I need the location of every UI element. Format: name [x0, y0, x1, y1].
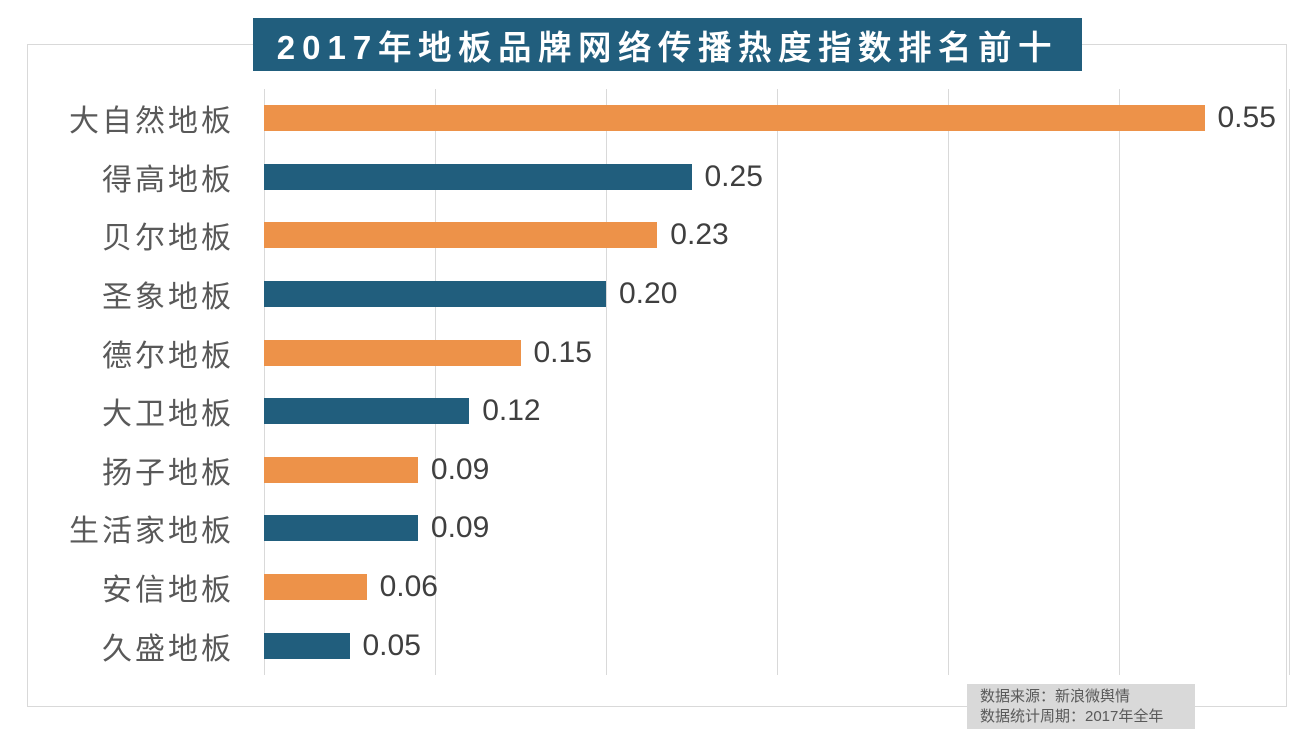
bar-area: 0.06	[264, 570, 1290, 604]
bar-area: 0.55	[264, 101, 1290, 135]
bar	[264, 163, 692, 190]
value-label: 0.12	[482, 394, 541, 428]
source-note-line: 数据来源：新浪微舆情	[980, 688, 1131, 705]
gridline	[1289, 89, 1290, 675]
value-label: 0.06	[379, 570, 438, 604]
bar	[264, 281, 606, 308]
bar-row: 大卫地板 0.12	[0, 382, 1314, 441]
bar	[264, 632, 350, 659]
gridline	[605, 89, 607, 675]
category-label: 生活家地板	[69, 515, 234, 549]
bar-area: 0.09	[264, 511, 1290, 545]
category-label: 扬子地板	[102, 456, 234, 490]
bar	[264, 339, 521, 366]
value-label: 0.25	[704, 159, 763, 193]
bar-row: 生活家地板 0.09	[0, 499, 1314, 558]
bar-area: 0.23	[264, 218, 1290, 252]
gridline	[777, 89, 778, 675]
category-label: 安信地板	[102, 574, 234, 608]
value-label: 0.09	[430, 511, 490, 545]
value-label: 0.55	[1217, 101, 1276, 135]
bar-row: 圣象地板 0.20	[0, 265, 1314, 324]
bar-row: 德尔地板 0.15	[0, 323, 1314, 382]
bar-row: 大自然地板 0.55	[0, 89, 1314, 148]
category-label: 大自然地板	[69, 105, 234, 139]
bar-row: 扬子地板 0.09	[0, 441, 1314, 500]
gridline	[264, 89, 265, 675]
gridline	[1119, 89, 1120, 675]
chart-title: 2017年地板品牌网络传播热度指数排名前十	[253, 18, 1082, 71]
value-label: 0.23	[670, 218, 729, 252]
gridline	[434, 89, 436, 675]
bar	[264, 515, 418, 542]
category-label: 圣象地板	[102, 281, 234, 315]
value-label: 0.05	[362, 628, 421, 662]
bar-area: 0.05	[264, 629, 1290, 663]
bar	[264, 398, 470, 425]
bar-row: 得高地板 0.25	[0, 148, 1314, 207]
bar-row: 贝尔地板 0.23	[0, 206, 1314, 265]
category-label: 得高地板	[102, 163, 234, 197]
bar-area: 0.12	[264, 394, 1290, 428]
bar	[264, 574, 367, 601]
bar	[264, 105, 1205, 132]
bar-rows: 大自然地板 0.55 得高地板 0.25 贝尔地板 0.23 圣象地板 0.20…	[0, 89, 1314, 675]
value-label: 0.20	[619, 277, 678, 311]
bar-area: 0.09	[264, 453, 1290, 487]
period-note-line: 数据统计周期：2017年全年	[980, 708, 1164, 725]
bar-area: 0.15	[264, 336, 1290, 370]
value-label: 0.09	[430, 452, 490, 486]
bar-row: 安信地板 0.06	[0, 558, 1314, 617]
gridline	[947, 89, 949, 675]
value-label: 0.15	[533, 335, 592, 369]
category-label: 贝尔地板	[102, 222, 234, 256]
bar-row: 久盛地板 0.05	[0, 616, 1314, 675]
bar	[264, 222, 658, 249]
bar	[264, 456, 418, 483]
category-label: 大卫地板	[102, 398, 234, 432]
chart-frame	[27, 44, 1287, 707]
bar-area: 0.20	[264, 277, 1290, 311]
category-label: 德尔地板	[102, 339, 234, 373]
category-label: 久盛地板	[102, 632, 234, 666]
gridlines	[264, 89, 1290, 675]
source-note-box: 数据来源：新浪微舆情 数据统计周期：2017年全年	[967, 684, 1195, 729]
bar-area: 0.25	[264, 160, 1290, 194]
